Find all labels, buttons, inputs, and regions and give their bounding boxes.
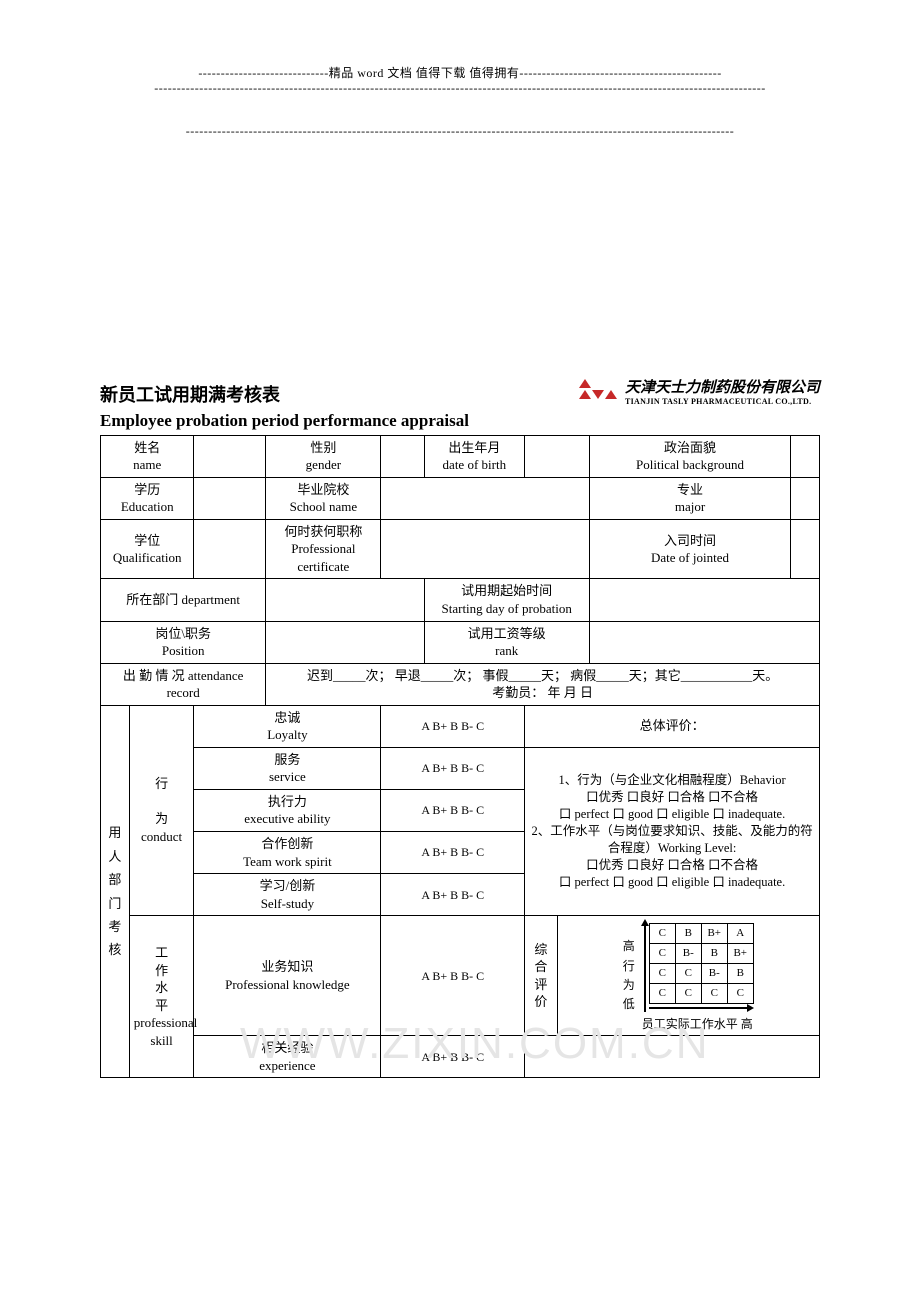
matrix-side-label: 综合评价	[525, 916, 557, 1036]
row-attendance: 出 勤 情 况 attendance record 迟到_____次； 早退__…	[101, 663, 820, 705]
company-name-cn: 天津天士力制药股份有限公司	[625, 379, 820, 397]
attendance-body[interactable]: 迟到_____次； 早退_____次； 事假_____天； 病假_____天；其…	[266, 663, 820, 705]
company-logo: 天津天士力制药股份有限公司 TIANJIN TASLY PHARMACEUTIC…	[579, 379, 820, 407]
dob-input[interactable]	[525, 435, 590, 477]
team-rating[interactable]: A B+ B B- C	[381, 831, 525, 873]
education-input[interactable]	[194, 477, 266, 519]
major-input[interactable]	[791, 477, 820, 519]
page-header: -----------------------------精品 word 文档 …	[0, 0, 920, 139]
exec-rating[interactable]: A B+ B B- C	[381, 789, 525, 831]
title-cn: 新员工试用期满考核表	[100, 381, 280, 407]
row-basic-3: 学位Qualification 何时获何职称Professional certi…	[101, 519, 820, 579]
join-date-input[interactable]	[791, 519, 820, 579]
company-name-en: TIANJIN TASLY PHARMACEUTICAL CO.,LTD.	[625, 397, 820, 407]
skill-label: 工 作 水 平 professional skill	[129, 916, 194, 1078]
probation-start-input[interactable]	[589, 579, 819, 621]
qualification-input[interactable]	[194, 519, 266, 579]
loyalty-rating[interactable]: A B+ B B- C	[381, 705, 525, 747]
department-input[interactable]	[266, 579, 424, 621]
header-line-2: ----------------------------------------…	[100, 81, 820, 96]
overall-label: 总体评价：	[525, 705, 820, 747]
conduct-label: 行 为 conduct	[129, 705, 194, 915]
certificate-input[interactable]	[381, 519, 589, 579]
header-line-1: -----------------------------精品 word 文档 …	[100, 64, 820, 81]
school-input[interactable]	[381, 477, 589, 519]
title-en: Employee probation period performance ap…	[100, 411, 820, 431]
header-line-3: ----------------------------------------…	[100, 124, 820, 139]
row-dept: 所在部门 department 试用期起始时间Starting day of p…	[101, 579, 820, 621]
dept-assessment-label: 用人部门考核	[101, 705, 130, 1078]
study-rating[interactable]: A B+ B B- C	[381, 874, 525, 916]
gender-input[interactable]	[381, 435, 424, 477]
political-input[interactable]	[791, 435, 820, 477]
knowledge-rating[interactable]: A B+ B B- C	[381, 916, 525, 1036]
rank-input[interactable]	[589, 621, 819, 663]
overall-evaluation[interactable]: 1、行为（与企业文化相融程度）Behavior 口优秀 口良好 口合格 口不合格…	[525, 747, 820, 915]
row-basic-1: 姓名name 性别gender 出生年月date of birth 政治面貌Po…	[101, 435, 820, 477]
position-input[interactable]	[266, 621, 424, 663]
evaluation-matrix: 高 行 为 低 CBB+ACB-BB+CCB-BCCCC	[557, 916, 820, 1036]
title-row: 新员工试用期满考核表 天津天士力制药股份有限公司 TIANJIN TASLY P…	[100, 379, 820, 407]
watermark: WWW.ZIXIN.COM.CN	[240, 1019, 710, 1069]
logo-mark-icon	[579, 379, 617, 399]
service-rating[interactable]: A B+ B B- C	[381, 747, 525, 789]
row-basic-2: 学历Education 毕业院校School name 专业major	[101, 477, 820, 519]
name-input[interactable]	[194, 435, 266, 477]
row-position: 岗位\职务Position 试用工资等级rank	[101, 621, 820, 663]
appraisal-form: 姓名name 性别gender 出生年月date of birth 政治面貌Po…	[100, 435, 820, 1079]
